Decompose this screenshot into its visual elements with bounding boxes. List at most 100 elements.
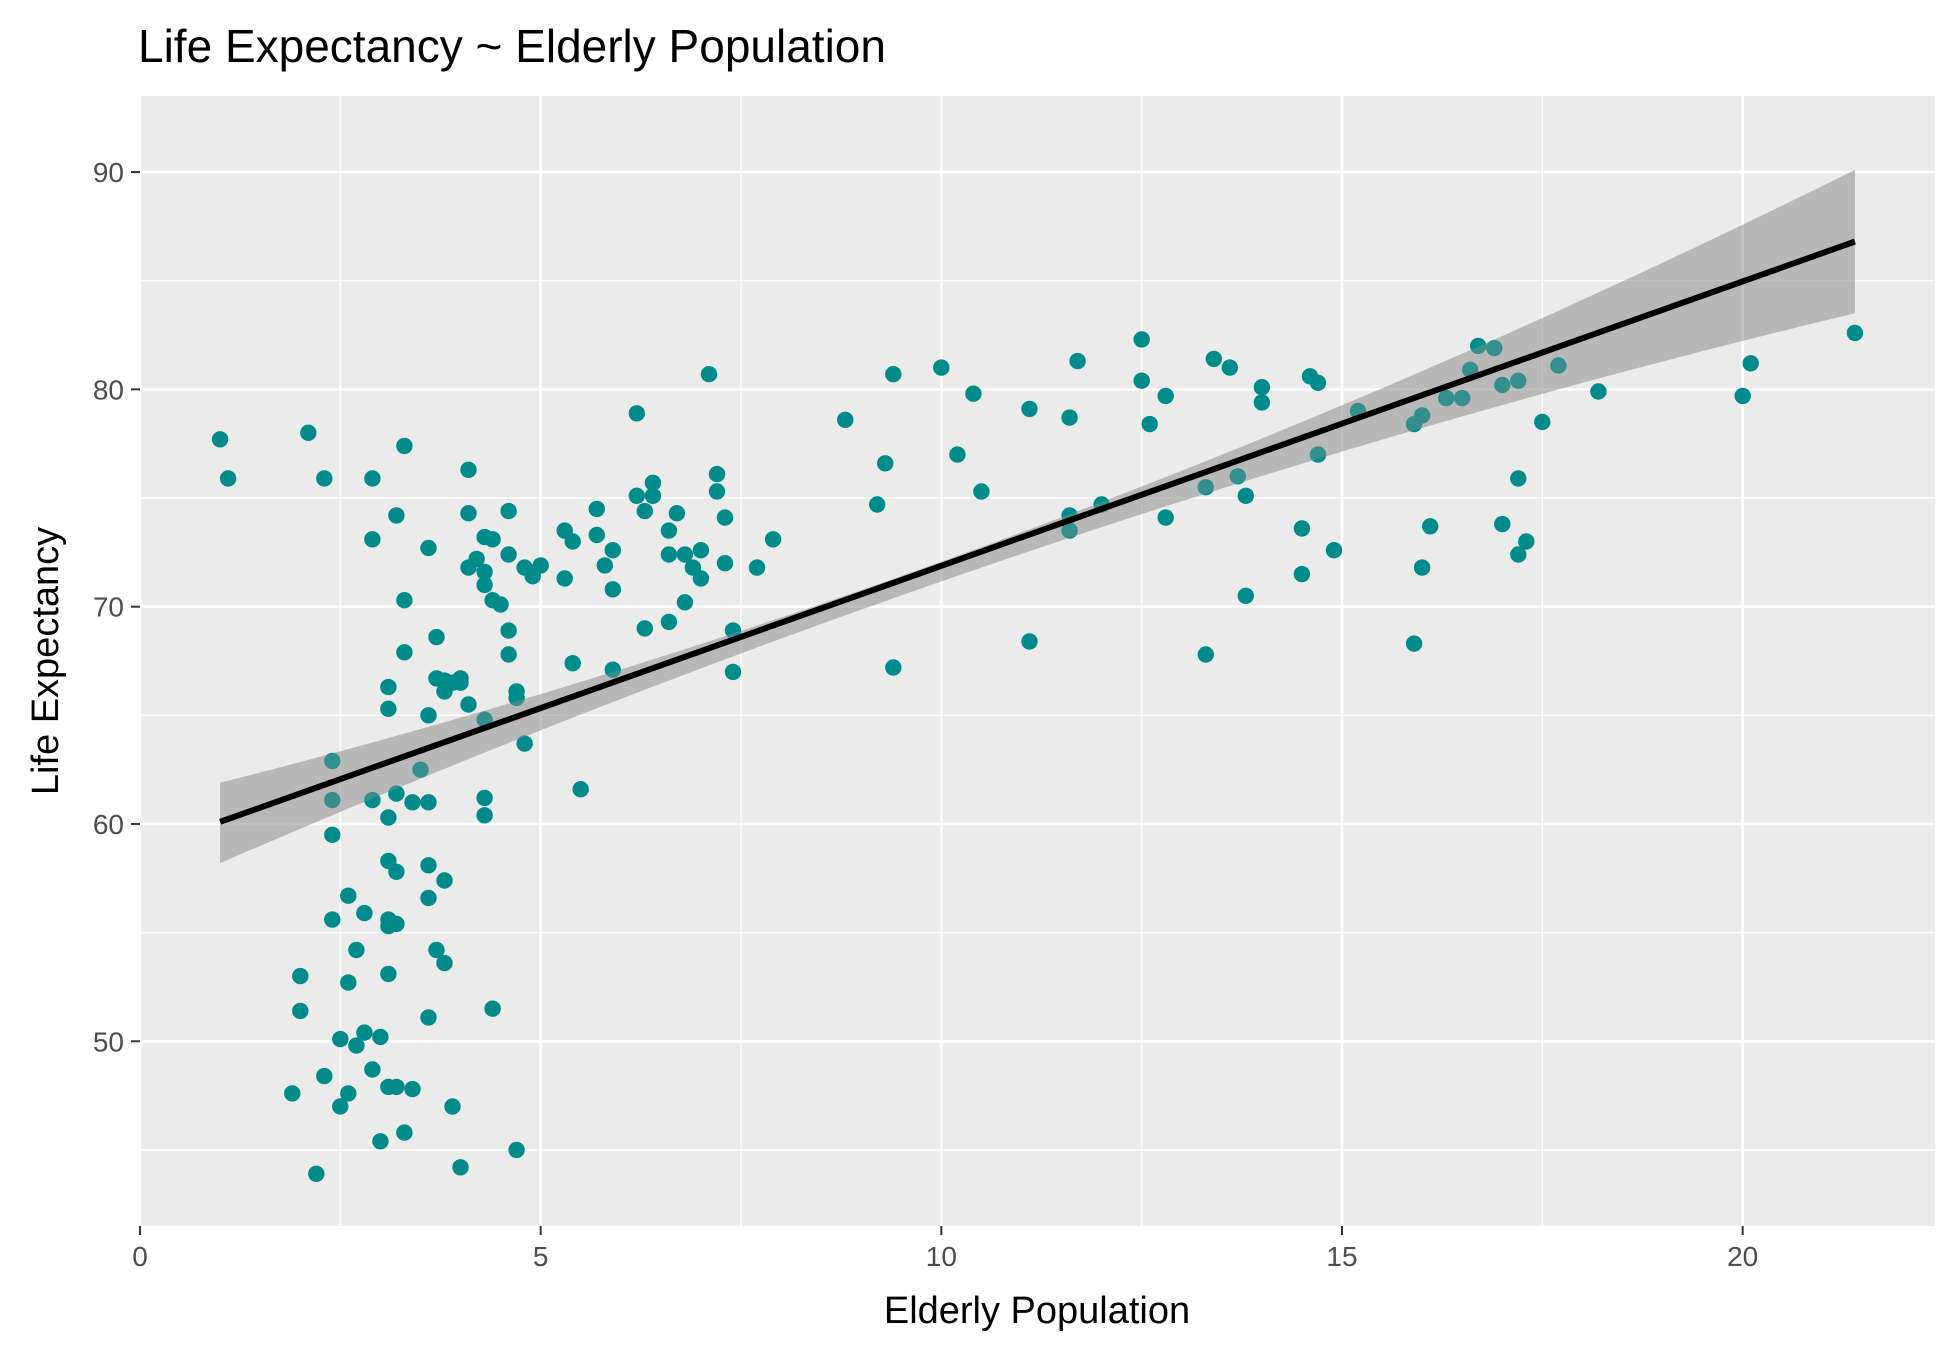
x-axis: 0 5 10 15 20 — [132, 1226, 1758, 1272]
data-point — [324, 752, 341, 770]
data-point — [1133, 331, 1150, 348]
data-point — [1742, 355, 1759, 372]
data-point — [1309, 374, 1327, 391]
data-point — [1253, 379, 1271, 396]
data-point — [933, 359, 950, 376]
y-tick-label: 90 — [93, 157, 124, 188]
data-point — [716, 555, 734, 572]
data-point — [364, 791, 381, 809]
data-point — [644, 487, 662, 504]
data-point — [556, 570, 573, 587]
y-axis-title: Life Expectancy — [25, 527, 67, 795]
data-point — [1141, 415, 1158, 433]
data-point — [596, 557, 613, 574]
y-tick-label: 60 — [93, 809, 124, 840]
data-point — [700, 366, 718, 383]
data-point — [1197, 479, 1215, 496]
data-point — [508, 1141, 525, 1159]
data-point — [1197, 646, 1215, 663]
data-point — [748, 559, 766, 576]
data-point — [973, 483, 990, 500]
major-gridlines — [138, 96, 1935, 1226]
data-point — [364, 531, 381, 548]
regression-line-layer — [219, 169, 1856, 864]
data-point — [396, 644, 413, 661]
data-point — [428, 941, 445, 959]
data-point — [500, 502, 517, 520]
data-point — [460, 559, 477, 576]
data-point — [388, 915, 405, 933]
data-point — [1021, 400, 1038, 418]
data-point — [1534, 413, 1551, 431]
minor-gridlines — [140, 96, 1935, 1226]
plot-panel — [140, 96, 1935, 1226]
data-point — [1413, 559, 1431, 576]
data-point — [300, 424, 317, 441]
data-point — [484, 1000, 501, 1017]
data-point — [324, 826, 341, 843]
x-tick-label: 0 — [132, 1241, 148, 1272]
data-point — [724, 622, 742, 639]
data-point — [1550, 357, 1567, 374]
data-point — [412, 761, 429, 778]
regression-line — [219, 238, 1856, 825]
data-point — [324, 791, 341, 809]
data-point — [516, 735, 533, 752]
data-point — [1221, 359, 1239, 376]
data-point — [372, 1028, 389, 1046]
data-point — [380, 678, 397, 696]
confidence-band — [220, 169, 1855, 864]
data-point — [284, 1085, 301, 1102]
data-point — [404, 1080, 421, 1098]
data-point — [1061, 522, 1078, 539]
chart-title: Life Expectancy ~ Elderly Population — [138, 20, 886, 72]
confidence-band-overlay — [220, 169, 1855, 864]
data-point — [885, 366, 902, 383]
data-point — [676, 594, 694, 611]
data-point — [877, 455, 894, 472]
data-point — [764, 531, 782, 548]
data-point — [452, 1159, 469, 1176]
data-point — [644, 474, 662, 491]
data-points — [211, 324, 1864, 1183]
data-point — [1061, 409, 1078, 426]
data-point — [1510, 372, 1527, 389]
data-point — [604, 581, 621, 598]
data-point — [660, 522, 678, 539]
data-point — [332, 1098, 349, 1115]
data-point — [1293, 565, 1311, 583]
data-point — [348, 1037, 365, 1054]
data-point — [340, 1085, 357, 1102]
data-point — [420, 857, 437, 874]
data-point — [444, 1098, 461, 1115]
data-point — [1510, 546, 1527, 563]
data-point — [1734, 387, 1751, 405]
data-point — [388, 785, 405, 802]
data-point — [564, 655, 581, 672]
data-point — [1846, 324, 1864, 342]
data-point — [380, 700, 397, 717]
data-point — [1325, 542, 1343, 559]
data-point — [420, 539, 437, 557]
data-point — [708, 483, 726, 500]
data-point — [1454, 389, 1471, 407]
y-axis: 50 60 70 80 90 — [93, 157, 140, 1057]
x-axis-title: Elderly Population — [884, 1290, 1190, 1332]
data-point — [1133, 372, 1150, 389]
data-point — [219, 470, 237, 487]
data-point — [460, 696, 477, 713]
data-point — [436, 954, 453, 972]
data-point — [1157, 387, 1174, 405]
data-point — [1229, 468, 1247, 485]
data-point — [420, 707, 437, 724]
data-point — [324, 911, 341, 928]
data-point — [668, 505, 686, 522]
data-point — [308, 1165, 325, 1183]
data-point — [332, 1030, 349, 1048]
data-point — [532, 557, 549, 574]
data-point — [476, 807, 493, 824]
data-point — [708, 465, 726, 483]
x-tick-label: 15 — [1326, 1241, 1357, 1272]
data-point — [348, 941, 365, 959]
